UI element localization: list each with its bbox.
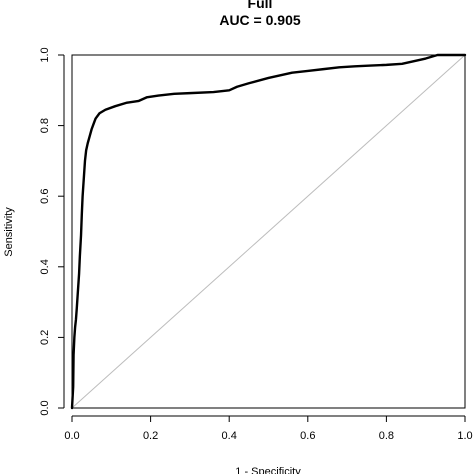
- x-tick-label: 0.8: [379, 430, 394, 442]
- plot-frame: [71, 54, 466, 409]
- x-tick-label: 1.0: [457, 430, 472, 442]
- y-tick-label: 0.8: [39, 118, 51, 133]
- y-tick-label: 0.6: [39, 189, 51, 204]
- y-tick-label: 0.4: [39, 259, 51, 274]
- x-tick-label: 0.0: [64, 430, 79, 442]
- x-tick-label: 0.2: [143, 430, 158, 442]
- plot-area: [71, 54, 466, 409]
- y-axis: 0.0 0.2 0.4 0.6 0.8 1.0: [39, 47, 65, 416]
- roc-curve-line: [70, 53, 467, 410]
- chart-subtitle: AUC = 0.905: [219, 12, 301, 28]
- x-tick-label: 0.4: [222, 430, 237, 442]
- y-tick-label: 0.2: [39, 330, 51, 345]
- reference-diagonal-line: [71, 54, 466, 409]
- x-axis: 0.0 0.2 0.4 0.6 0.8 1.0: [64, 415, 473, 442]
- x-tick-label: 0.6: [300, 430, 315, 442]
- x-axis-label: 1 - Specificity: [235, 466, 301, 474]
- y-axis-label: Sensitivity: [3, 207, 15, 257]
- y-tick-label: 1.0: [39, 47, 51, 62]
- series-layer: [70, 53, 467, 410]
- chart-title: Full: [248, 0, 273, 11]
- y-tick-label: 0.0: [39, 400, 51, 415]
